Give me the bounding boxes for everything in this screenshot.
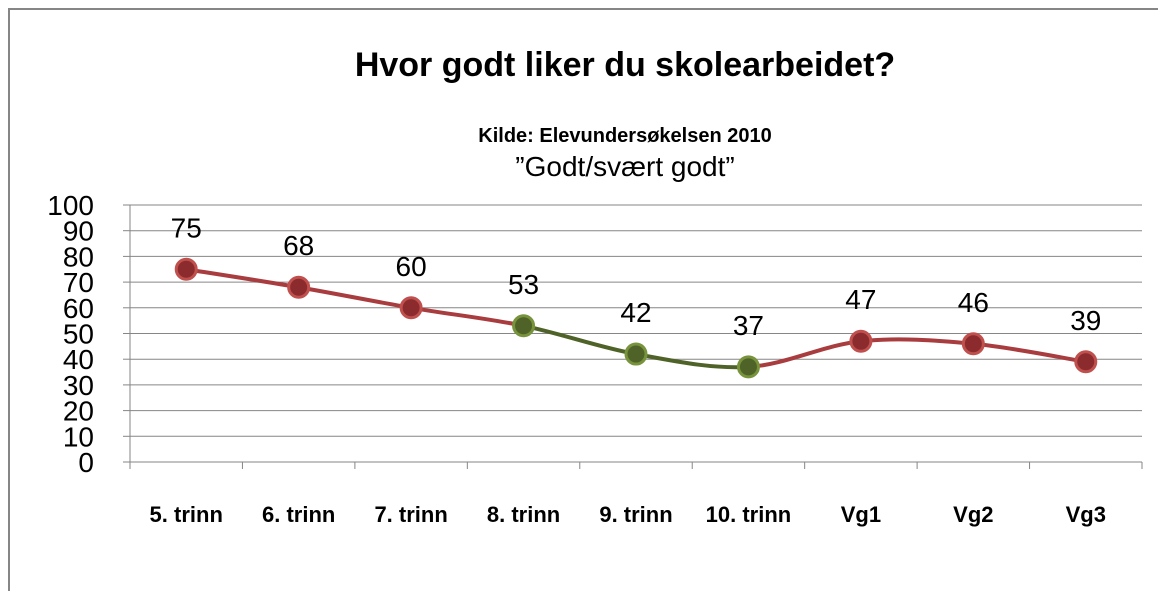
x-tick-label: 5. trinn bbox=[150, 502, 223, 527]
point-marker bbox=[736, 355, 760, 379]
chart-subtitle: Kilde: Elevundersøkelsen 2010 bbox=[478, 125, 771, 147]
data-label: 37 bbox=[733, 310, 764, 341]
data-label: 53 bbox=[508, 269, 539, 300]
chart-title: Hvor godt liker du skolearbeidet? bbox=[355, 46, 895, 84]
chart-frame bbox=[8, 8, 1158, 591]
data-label: 42 bbox=[620, 297, 651, 328]
point-marker bbox=[1074, 350, 1098, 374]
x-tick-label: 6. trinn bbox=[262, 502, 335, 527]
line-segment bbox=[296, 285, 414, 310]
x-tick-label: 10. trinn bbox=[706, 502, 792, 527]
data-label: 68 bbox=[283, 230, 314, 261]
point-marker bbox=[174, 257, 198, 281]
y-tick-label: 50 bbox=[63, 319, 94, 350]
x-tick-label: 9. trinn bbox=[599, 502, 672, 527]
data-label: 39 bbox=[1070, 305, 1101, 336]
line-segment bbox=[521, 323, 638, 357]
x-tick-label: Vg3 bbox=[1066, 502, 1106, 527]
y-tick-label: 30 bbox=[63, 370, 94, 401]
line-segment bbox=[858, 337, 976, 346]
y-tick-label: 90 bbox=[63, 216, 94, 247]
data-label: 75 bbox=[171, 212, 202, 243]
y-tick-label: 100 bbox=[47, 190, 94, 221]
point-marker bbox=[287, 275, 311, 299]
y-tick-label: 20 bbox=[63, 396, 94, 427]
point-marker bbox=[849, 329, 873, 353]
line-segment bbox=[746, 339, 863, 369]
x-tick-label: Vg1 bbox=[841, 502, 881, 527]
y-tick-label: 0 bbox=[78, 447, 94, 478]
y-tick-label: 10 bbox=[63, 421, 94, 452]
data-label: 46 bbox=[958, 287, 989, 318]
point-marker bbox=[399, 296, 423, 320]
x-tick-label: 8. trinn bbox=[487, 502, 560, 527]
line-segment bbox=[409, 305, 526, 328]
y-tick-label: 80 bbox=[63, 241, 94, 272]
point-marker bbox=[624, 342, 648, 366]
y-tick-label: 40 bbox=[63, 344, 94, 375]
line-segment bbox=[634, 352, 751, 370]
x-tick-label: Vg2 bbox=[953, 502, 993, 527]
data-label: 60 bbox=[396, 251, 427, 282]
point-marker bbox=[512, 314, 536, 338]
chart-caption: ”Godt/svært godt” bbox=[515, 151, 734, 182]
point-marker bbox=[961, 332, 985, 356]
y-tick-label: 60 bbox=[63, 293, 94, 324]
y-tick-label: 70 bbox=[63, 267, 94, 298]
data-label: 47 bbox=[845, 284, 876, 315]
x-tick-label: 7. trinn bbox=[374, 502, 447, 527]
